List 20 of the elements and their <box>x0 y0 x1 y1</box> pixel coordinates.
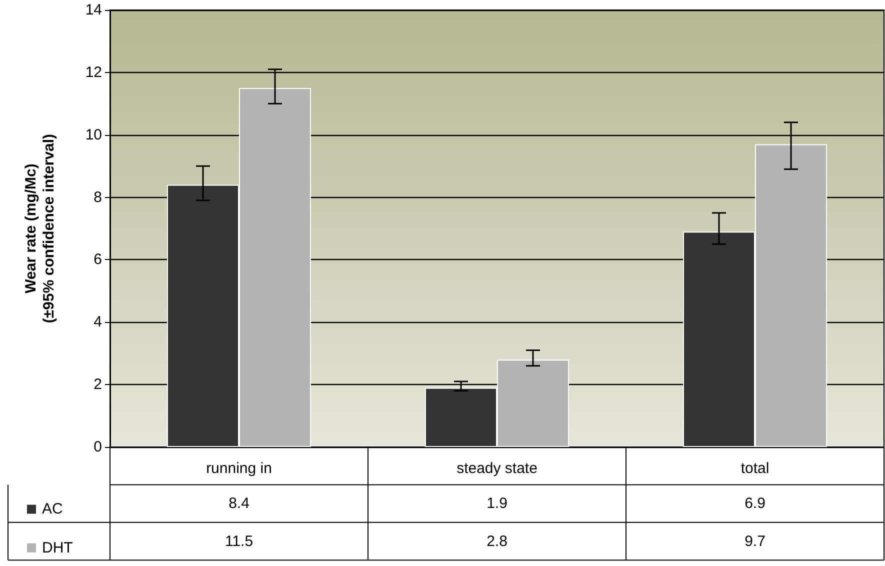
data-label: 8.4 <box>228 495 250 512</box>
data-label: 11.5 <box>224 532 254 550</box>
y-tick-label: 2 <box>94 376 102 394</box>
x-tick-label: steady state <box>456 460 538 477</box>
data-label: 9.7 <box>744 532 766 550</box>
data-label: 1.9 <box>486 495 508 512</box>
legend-label: AC <box>42 500 64 518</box>
y-tick-label: 8 <box>94 188 102 206</box>
data-label: 2.8 <box>486 532 508 550</box>
y-tick-label: 14 <box>85 2 102 18</box>
legend-label: DHT <box>42 539 73 556</box>
y-tick-label: 4 <box>94 314 102 331</box>
y-tick-label: 6 <box>94 251 102 268</box>
data-label: 6.9 <box>744 495 766 512</box>
y-tick-label: 10 <box>85 126 102 144</box>
y-tick-label: 0 <box>94 438 102 456</box>
x-tick-label: total <box>740 460 770 477</box>
y-axis-title: Wear rate (mg/Mc) (±95% confidence interval) <box>22 134 58 324</box>
y-tick-label: 12 <box>85 64 102 81</box>
x-tick-label: running in <box>206 460 272 477</box>
